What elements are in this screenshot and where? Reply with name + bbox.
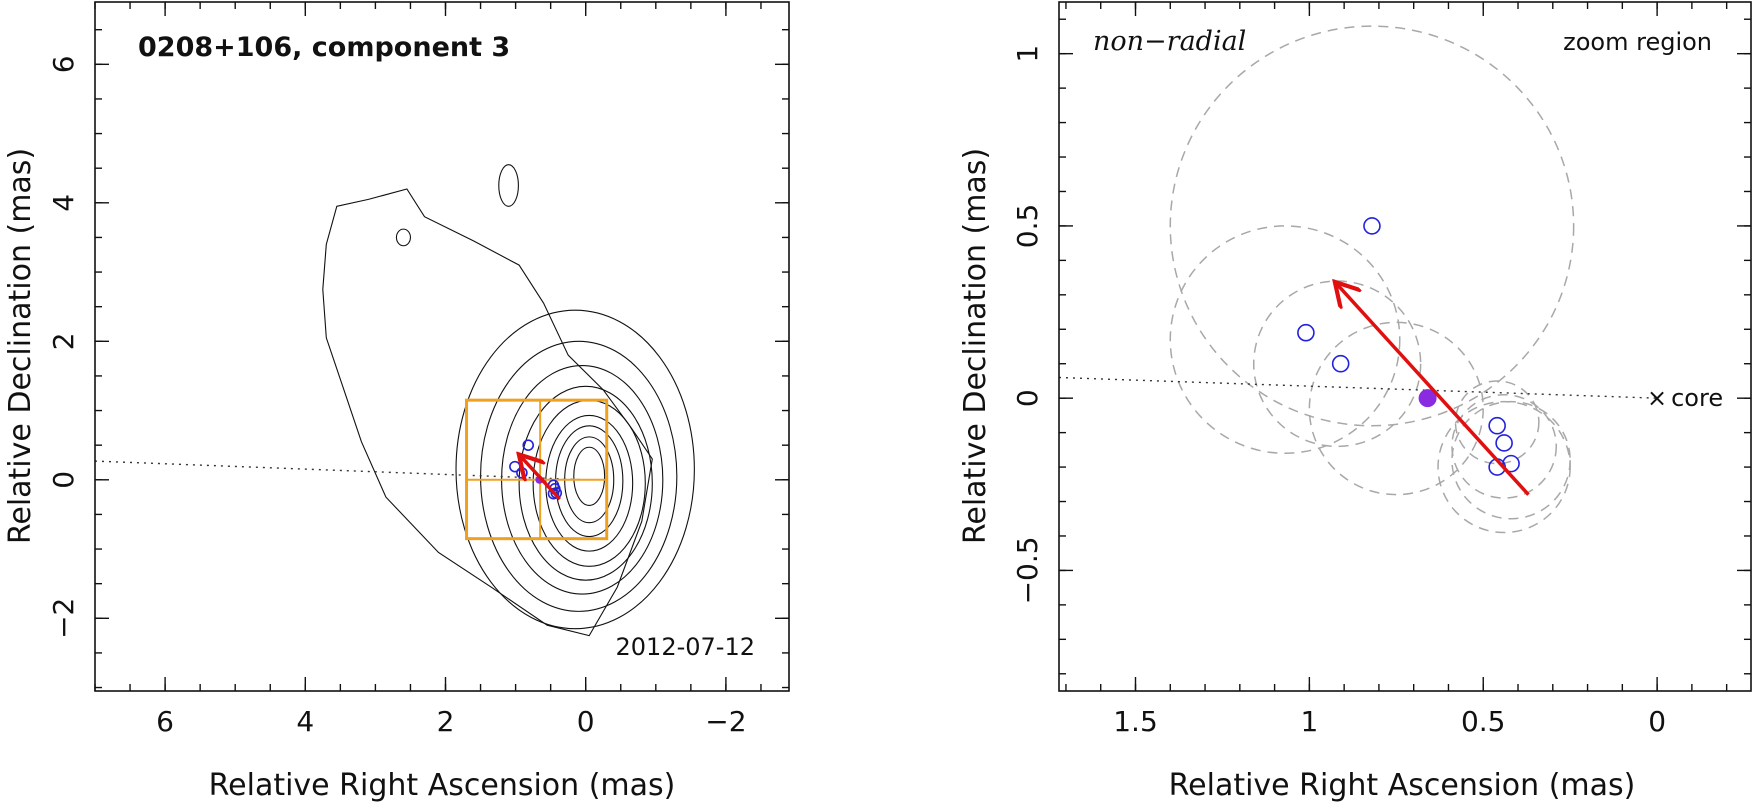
- component-position-marker: [1363, 217, 1381, 235]
- right-x-tick-label: 1: [1300, 705, 1318, 738]
- contour-level-5: [532, 399, 646, 567]
- component-position-marker: [1502, 454, 1520, 473]
- left-y-tick-label: 6: [47, 55, 80, 73]
- component-position-marker: [1488, 416, 1506, 435]
- error-circle: [1451, 400, 1571, 520]
- left-plot-frame: [94, 1, 790, 692]
- core-direction-line: [95, 460, 586, 481]
- right-axis-ticks: × core 1.5 1 0.5 0 −0.5 0 0.5 1: [1011, 2, 1751, 738]
- error-circle: [1454, 380, 1540, 465]
- mean-position-marker: [1418, 389, 1437, 408]
- right-x-tick-label: 0: [1648, 705, 1666, 738]
- left-y-tick-label: 0: [47, 471, 80, 489]
- left-x-tick-label: 2: [437, 705, 455, 738]
- contour-level-1: [455, 309, 695, 630]
- component-position-marker: [547, 487, 560, 500]
- contour-level-2: [480, 340, 678, 612]
- left-x-tick-label: 4: [296, 705, 314, 738]
- contour-outer: [322, 188, 653, 637]
- contour-level-9: [573, 446, 606, 506]
- left-y-tick-label: −2: [47, 598, 80, 639]
- contour-level-4: [518, 385, 653, 581]
- left-x-tick-label: −2: [705, 705, 746, 738]
- component-position-marker: [516, 467, 528, 479]
- error-circle: [1437, 400, 1571, 534]
- error-circle: [1252, 280, 1422, 448]
- right-plot-frame: [1058, 1, 1752, 692]
- left-y-tick-label: 4: [47, 194, 80, 212]
- right-classification-label: non−radial: [1093, 26, 1246, 57]
- right-zoom-region-label: zoom region: [1563, 28, 1712, 56]
- right-y-tick-label: −0.5: [1011, 536, 1044, 604]
- right-plot-area: [1059, 25, 1658, 534]
- contour-level-7: [555, 425, 624, 538]
- right-x-tick-label: 0.5: [1461, 705, 1506, 738]
- component-position-marker: [1297, 323, 1315, 342]
- left-x-tick-label: 6: [156, 705, 174, 738]
- error-circle: [1169, 225, 1401, 455]
- contour-island: [498, 164, 519, 207]
- core-marker: ×: [1647, 384, 1667, 412]
- left-panel: 6 4 2 0 −2 −2 0 2 4 6 0208+106, component 3 2012-…: [3, 1, 790, 803]
- left-x-axis-label: Relative Right Ascension (mas): [209, 768, 676, 803]
- left-y-tick-label: 2: [47, 332, 80, 350]
- left-panel-title: 0208+106, component 3: [138, 32, 510, 63]
- velocity-arrow: [1337, 284, 1530, 496]
- contour-island: [395, 228, 412, 247]
- core-label: core: [1671, 384, 1723, 412]
- core-direction-line: [1059, 376, 1658, 399]
- left-epoch-label: 2012-07-12: [616, 633, 755, 661]
- right-y-tick-label: 0: [1011, 389, 1044, 407]
- right-panel: × core 1.5 1 0.5 0 −0.5 0 0.5 1 non−radial zoom r…: [958, 1, 1752, 803]
- right-y-axis-label: Relative Declination (mas): [958, 148, 993, 544]
- zoom-box: [465, 398, 609, 541]
- right-y-tick-label: 0.5: [1011, 204, 1044, 249]
- right-y-tick-label: 1: [1011, 45, 1044, 63]
- velocity-arrow: [521, 457, 562, 501]
- component-position-marker: [1495, 434, 1513, 452]
- component-position-marker: [522, 439, 535, 451]
- right-x-axis-label: Relative Right Ascension (mas): [1169, 768, 1636, 803]
- left-axis-ticks: 6 4 2 0 −2 −2 0 2 4 6: [47, 2, 789, 738]
- left-x-tick-label: 0: [577, 705, 595, 738]
- right-x-tick-label: 1.5: [1113, 705, 1158, 738]
- component-position-marker: [1331, 354, 1350, 373]
- error-circle: [1451, 393, 1558, 499]
- error-circle: [1169, 25, 1575, 427]
- left-y-axis-label: Relative Declination (mas): [3, 148, 38, 544]
- left-plot-area: [95, 164, 695, 637]
